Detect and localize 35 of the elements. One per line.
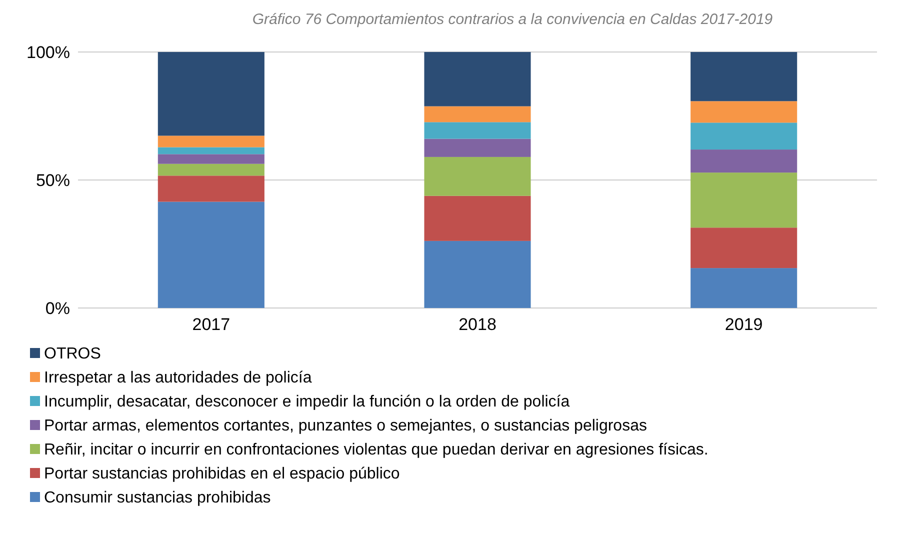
bar xyxy=(690,52,798,102)
bar xyxy=(158,147,264,154)
y-tick-label: 100% xyxy=(26,42,70,62)
bar xyxy=(690,101,798,123)
legend-label: Portar armas, elementos cortantes, punzantes o semejantes, o sustancias peligrosas xyxy=(44,418,647,435)
bar xyxy=(158,52,264,136)
bar xyxy=(424,196,531,241)
bar xyxy=(690,228,798,268)
legend-label: Incumplir, desacatar, desconocer e impedir la función o la orden de policía xyxy=(44,394,570,411)
bar xyxy=(424,52,531,106)
bar xyxy=(690,172,798,228)
bar xyxy=(690,122,798,150)
x-tick-label: 2017 xyxy=(192,315,230,334)
bar xyxy=(424,240,531,308)
legend-label: OTROS xyxy=(44,346,101,363)
bar xyxy=(424,106,531,122)
legend-label: Irrespetar a las autoridades de policía xyxy=(44,370,312,387)
x-tick-label: 2018 xyxy=(458,315,496,334)
legend-label: Portar sustancias prohibidas en el espacio público xyxy=(44,466,400,483)
bar xyxy=(158,154,264,164)
bar xyxy=(424,138,531,157)
y-tick-label: 0% xyxy=(45,298,70,318)
bar xyxy=(158,202,264,308)
bar xyxy=(424,156,531,196)
bar xyxy=(158,164,264,176)
legend-label: Consumir sustancias prohibidas xyxy=(44,490,271,507)
bar xyxy=(690,150,798,173)
legend-label: Reñir, incitar o incurrir en confrontaciones violentas que puedan derivar en agresiones físicas. xyxy=(44,442,708,459)
y-tick-label: 50% xyxy=(36,170,70,190)
chart-title: Gráfico 76 Comportamientos contrarios a la convivencia en Caldas 2017-2019 xyxy=(252,11,774,28)
bar xyxy=(158,136,264,148)
bar xyxy=(690,268,798,308)
x-tick-label: 2019 xyxy=(724,315,763,334)
bar xyxy=(158,176,264,202)
bar xyxy=(424,122,531,139)
